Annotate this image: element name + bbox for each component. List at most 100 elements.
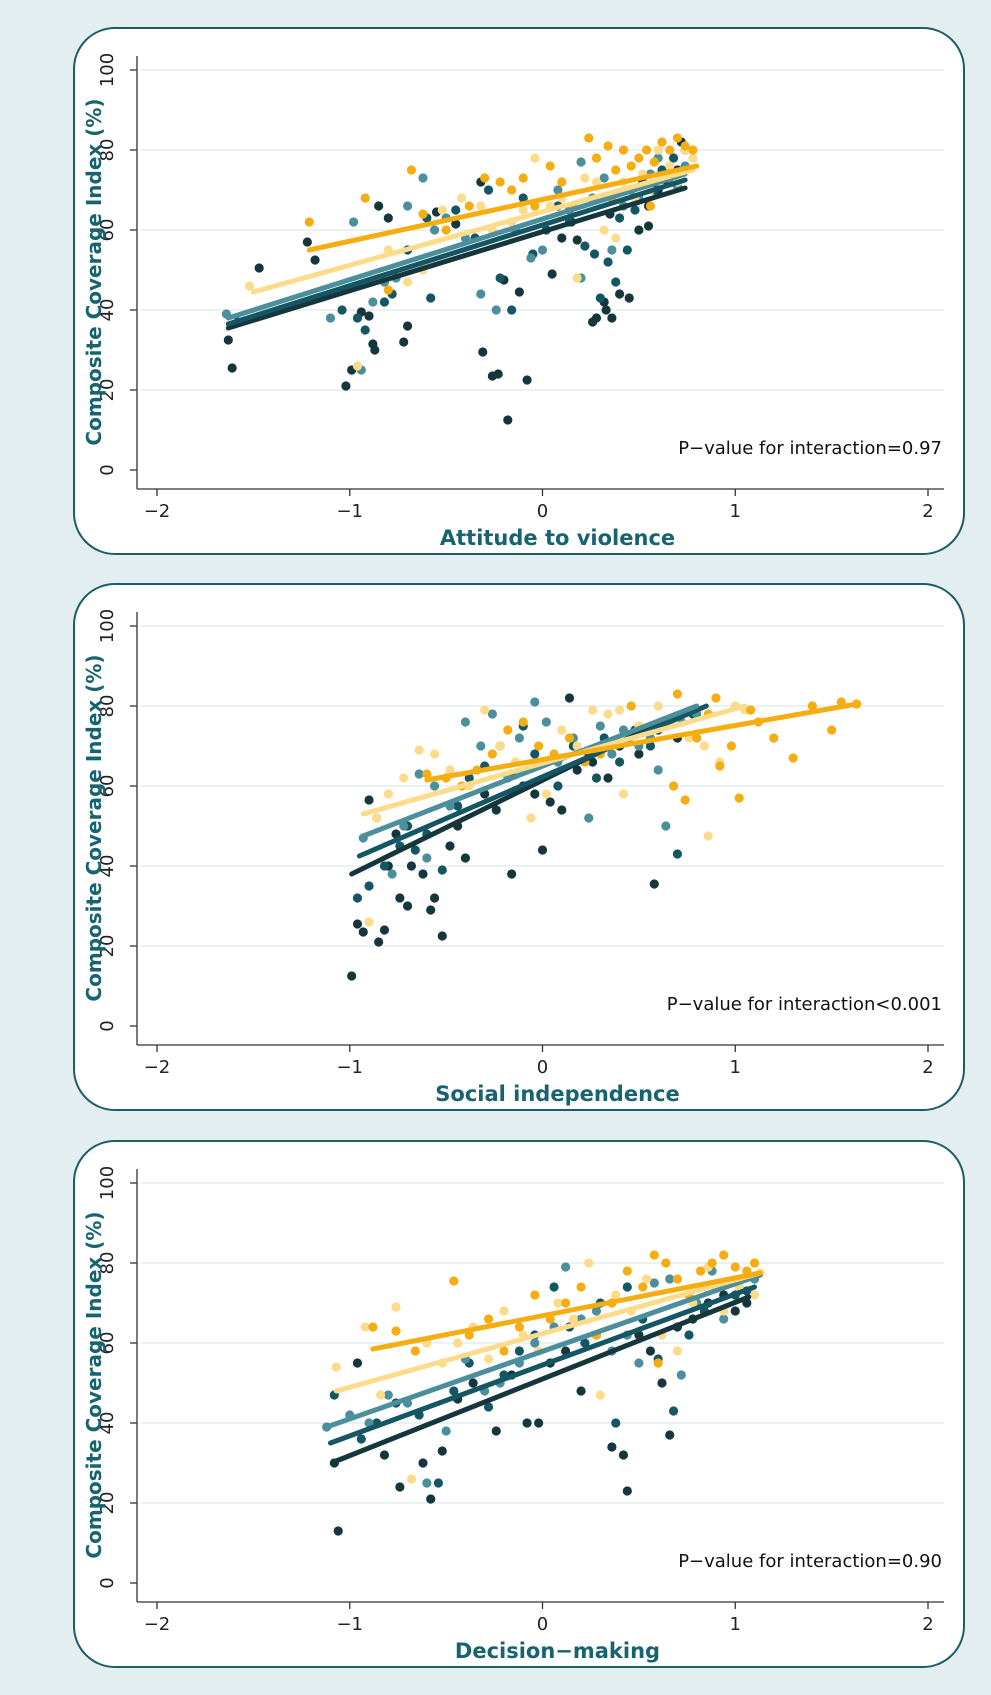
fit-line-series-5: [424, 701, 860, 783]
x-tick-label: −1: [336, 1057, 363, 1078]
x-tick-label: 0: [537, 1057, 548, 1078]
data-point: [672, 1346, 683, 1356]
data-point: [445, 765, 455, 775]
data-point: [460, 717, 470, 727]
data-point: [499, 1346, 509, 1356]
data-point: [483, 1402, 494, 1412]
fit-line-series-4: [250, 167, 696, 295]
y-tick-label: 100: [97, 1166, 118, 1200]
data-point: [607, 1442, 617, 1452]
data-point: [584, 133, 594, 143]
y-tick-label: 20: [97, 935, 118, 958]
series-1: [329, 1290, 752, 1536]
data-point: [601, 305, 611, 315]
data-point: [429, 225, 440, 235]
data-point: [395, 1482, 405, 1492]
data-point: [611, 233, 621, 243]
y-tick-label: 100: [97, 609, 118, 643]
data-point: [618, 145, 629, 155]
series-3: [358, 697, 702, 879]
data-point: [429, 749, 440, 759]
data-point: [493, 369, 503, 379]
data-point: [547, 269, 557, 279]
x-tick-label: 2: [922, 1614, 933, 1635]
y-tick-label: 80: [97, 1252, 118, 1275]
data-point: [374, 201, 384, 211]
data-point: [426, 1494, 436, 1504]
data-point: [672, 1274, 683, 1284]
data-point: [607, 749, 617, 759]
data-point: [622, 1486, 632, 1496]
data-point: [227, 363, 237, 373]
data-point: [483, 1354, 494, 1364]
y-tick-label: 0: [97, 1020, 118, 1031]
data-point: [541, 717, 551, 727]
data-point: [387, 869, 397, 879]
chart-panel-attitude-to-violence: 0 20 40 60 80 100 −2 −1 0 1 2 Composite Coverage In…: [73, 27, 965, 555]
data-point: [634, 1358, 644, 1368]
data-point: [352, 893, 363, 903]
data-point: [514, 733, 524, 743]
data-point: [584, 1258, 594, 1268]
data-point: [589, 249, 600, 259]
y-tick-label: 40: [97, 855, 118, 878]
data-point: [591, 177, 602, 187]
data-point: [534, 1418, 544, 1428]
y-tick-label: 60: [97, 219, 118, 242]
fit-line-series-2: [225, 177, 688, 327]
data-point: [672, 689, 683, 699]
data-point: [449, 1386, 459, 1396]
y-axis-title: Composite Coverage Index (%): [82, 98, 106, 445]
data-point: [360, 325, 370, 335]
fit-line-series-3: [225, 171, 688, 321]
data-point: [480, 173, 490, 183]
data-point: [622, 1282, 632, 1292]
data-point: [788, 753, 798, 763]
data-point: [665, 145, 675, 155]
data-point: [429, 893, 440, 903]
data-point: [545, 161, 555, 171]
data-point: [557, 233, 567, 243]
data-point: [645, 741, 656, 751]
data-point: [634, 153, 644, 163]
data-point: [514, 1322, 524, 1332]
data-point: [537, 845, 548, 855]
data-point: [453, 801, 463, 811]
data-point: [402, 901, 413, 911]
data-point: [360, 1322, 370, 1332]
data-point: [522, 375, 532, 385]
interaction-p-value: P−value for interaction=0.97: [678, 438, 942, 459]
fit-line-series-3: [360, 703, 700, 839]
series-4: [244, 145, 698, 371]
data-point: [572, 273, 582, 283]
data-point: [383, 1390, 393, 1400]
data-point: [688, 153, 698, 163]
data-point: [507, 185, 517, 195]
data-point: [657, 1378, 667, 1388]
data-point: [374, 937, 384, 947]
data-point: [580, 173, 590, 183]
data-point: [553, 185, 563, 195]
data-point: [588, 757, 598, 767]
data-point: [487, 749, 497, 759]
data-point: [549, 1282, 559, 1292]
data-point: [588, 705, 598, 715]
data-point: [522, 1418, 532, 1428]
data-point: [503, 725, 513, 735]
data-point: [453, 1338, 463, 1348]
data-point: [564, 693, 575, 703]
data-point: [580, 1338, 590, 1348]
data-point: [347, 971, 357, 981]
data-point: [518, 193, 528, 203]
data-point: [564, 733, 575, 743]
data-point: [684, 1330, 694, 1340]
x-axis-title: Social independence: [435, 1082, 679, 1106]
x-tick-label: 0: [537, 501, 548, 522]
data-point: [649, 879, 659, 889]
data-point: [418, 869, 428, 879]
data-point: [364, 881, 374, 891]
data-point: [437, 205, 447, 215]
data-point: [695, 1266, 706, 1276]
data-point: [730, 1306, 740, 1316]
data-point: [603, 773, 613, 783]
